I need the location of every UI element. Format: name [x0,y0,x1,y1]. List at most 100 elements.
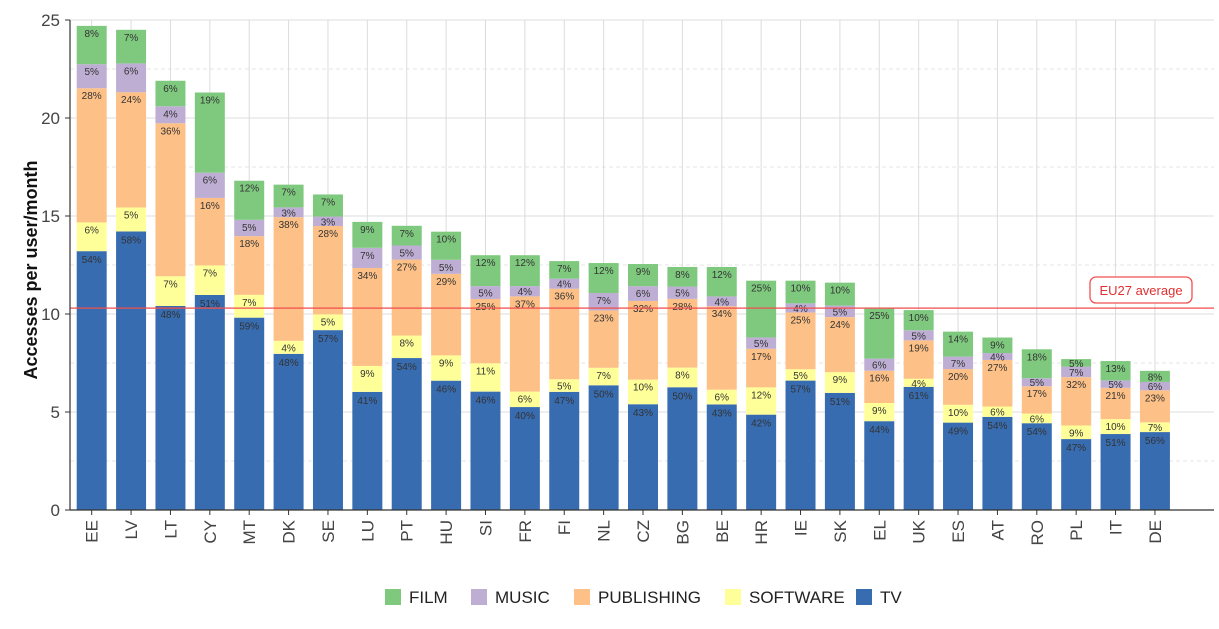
bar-segment-tv [352,391,383,510]
data-label: 5% [1108,380,1123,391]
data-label: 28% [318,229,338,240]
data-label: 7% [203,268,218,279]
bar-segment-software [116,207,147,232]
bar-DK: 48% 4% 38%3% 7% [273,184,304,510]
bar-segment-film [943,331,974,357]
bar-segment-tv [785,380,816,510]
bar-segment-tv [706,404,737,510]
bar-segment-publishing [352,267,383,366]
bar-segment-tv [982,416,1013,510]
bar-segment-tv [667,387,698,510]
bar-segment-publishing [234,236,265,295]
data-label: 24% [830,320,850,331]
bar-segment-music [1061,366,1092,378]
bar-segment-publishing [1061,377,1092,426]
bar-segment-publishing [312,225,343,315]
data-label: 4% [281,343,296,354]
data-label: 5% [557,382,572,393]
x-tick-label: MT [240,520,259,545]
bar-segment-software [352,365,383,392]
x-tick-label: UK [910,519,929,543]
bar-segment-tv [824,392,855,510]
data-label: 9% [360,369,375,380]
bar-segment-publishing [391,259,422,336]
bar-segment-software [628,379,658,405]
data-label: 8% [675,371,690,382]
data-label: 12% [475,258,495,269]
x-tick-label: PL [1067,520,1086,541]
bar-segment-music [628,286,658,301]
data-label: 50% [672,391,692,402]
y-tick-label: 15 [41,207,60,226]
bar-SI: 46%11%25%5%12% [470,255,501,510]
data-label: 6% [124,66,139,77]
bar-segment-music [352,247,383,268]
data-label: 10% [830,286,850,297]
data-label: 54% [397,362,417,373]
bar-segment-software [76,222,107,252]
bar-segment-film [273,184,304,208]
data-label: 44% [869,425,889,436]
bar-segment-software [588,367,619,386]
bar-segment-music [864,358,895,371]
bar-segment-music [391,245,422,260]
bar-RO: 54% 6% 17%5% 18% [1021,349,1052,510]
bar-segment-film [628,264,658,287]
data-label: 4% [715,297,730,308]
bar-segment-tv [1021,423,1052,510]
x-tick-label: FR [516,520,535,543]
bar-segment-software [194,265,225,295]
bar-segment-publishing [1139,390,1170,423]
x-tick-label: PT [398,520,417,542]
legend-label: FILM [409,588,448,607]
data-label: 46% [436,385,456,396]
data-label: 12% [712,270,732,281]
bar-segment-tv [1061,439,1092,510]
data-label: 5% [833,307,848,318]
bar-segment-publishing [982,359,1013,407]
eu27-average-label-box [1089,276,1193,304]
bar-segment-music [509,286,540,297]
bar-LV: 58% 5% 24% 6% 7% [116,29,147,510]
bar-segment-publishing [943,369,974,405]
data-label: 9% [833,375,848,386]
bar-segment-publishing [76,88,107,223]
bar-segment-film [431,231,462,260]
data-label: 17% [751,352,771,363]
data-label: 24% [121,95,141,106]
bar-segment-film [509,255,540,287]
bar-FR: 40% 6% 37%4% 12% [509,255,540,510]
bar-segment-film [903,310,934,331]
bar-MT: 59% 7% 18% 5% 12% [234,180,265,510]
data-label: 6% [990,408,1005,419]
data-label: 9% [872,406,887,417]
eu27-average-label: EU27 average [1099,283,1182,298]
data-label: 3% [281,208,296,219]
bar-segment-music [1100,380,1131,388]
bar-segment-publishing [824,317,855,373]
data-label: 13% [1106,364,1126,375]
bar-segment-music [1139,381,1170,391]
data-label: 27% [987,363,1007,374]
axes: 0 5 10 15 20 25 EE LV LT CY MT DK SE LU PT HU SI FR FI NL CZ… [41,11,1214,546]
data-label: 4% [911,379,926,390]
bar-segment-publishing [706,306,737,390]
bar-segment-tv [509,407,540,510]
bar-segment-software [785,369,816,381]
bar-segment-publishing [431,273,462,356]
bar-IT: 51% 10% 21%5% 13% [1100,361,1131,510]
bar-segment-publishing [864,370,895,404]
bar-AT: 54% 6% 27%4%9% [982,337,1013,510]
data-label: 7% [360,251,375,262]
y-tick-label: 20 [41,109,60,128]
data-label: 10% [1106,422,1126,433]
x-tick-label: BE [713,520,732,543]
data-label: 5% [911,331,926,342]
bar-segment-publishing [628,300,658,380]
data-label: 7% [242,298,257,309]
data-label: 10% [791,284,811,295]
data-label: 5% [321,317,336,328]
legend: FILM MUSIC PUBLISHING SOFTWARE TV [385,588,902,607]
bar-segment-film [706,266,737,297]
x-tick-label: CZ [634,520,653,543]
